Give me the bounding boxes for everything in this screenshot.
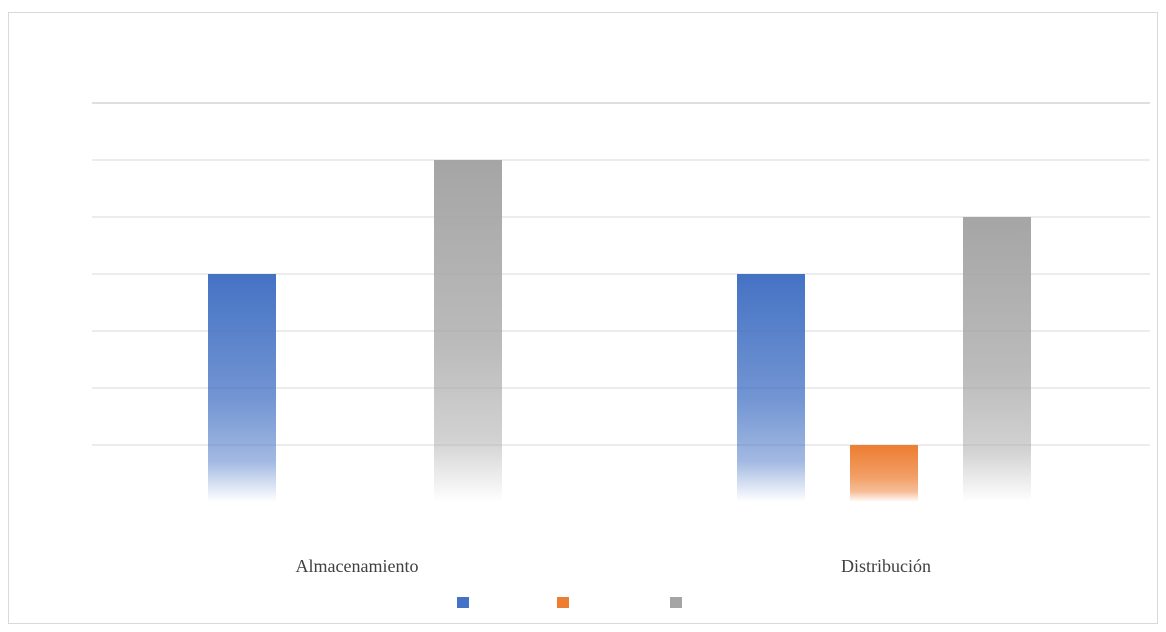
bar-blue-almacenamiento — [208, 274, 276, 502]
category-label-distribucion: Distribución — [841, 556, 931, 576]
bar-gray-distribucion — [963, 217, 1031, 502]
category-label-almacenamiento: Almacenamiento — [296, 556, 419, 576]
bar-gray-almacenamiento — [434, 160, 502, 502]
legend-marker-orange — [557, 597, 569, 608]
bar-orange-distribucion — [850, 445, 918, 502]
legend-marker-blue — [457, 597, 469, 608]
legend-marker-gray — [670, 597, 682, 608]
legend — [457, 597, 682, 608]
bar-blue-distribucion — [737, 274, 805, 502]
category-labels: Almacenamiento Distribución — [296, 556, 931, 576]
bars — [208, 160, 1031, 502]
